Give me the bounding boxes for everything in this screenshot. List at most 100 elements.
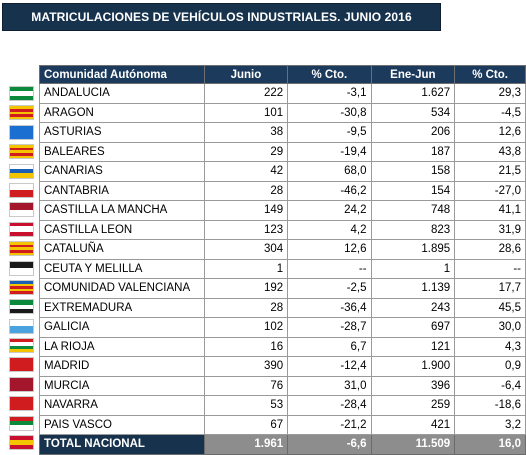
ene-jun-cell: 1.139 xyxy=(370,278,456,299)
ene-jun-cell: 697 xyxy=(370,317,456,338)
canarias-flag-icon xyxy=(9,163,34,179)
junio-cell: 28 xyxy=(203,297,289,318)
pct-ene-jun-cell: 3,2 xyxy=(454,414,526,435)
ene-jun-cell: 206 xyxy=(370,122,456,143)
header-comunidad: Comunidad Autónoma xyxy=(39,65,205,84)
junio-cell: 222 xyxy=(203,83,289,104)
junio-cell: 149 xyxy=(203,200,289,221)
madrid-flag-icon xyxy=(9,357,34,373)
junio-cell: 101 xyxy=(203,102,289,123)
region-name-cell: CASTILLA LEON xyxy=(39,219,205,240)
ene-jun-cell: 421 xyxy=(370,414,456,435)
region-name-cell: TOTAL NACIONAL xyxy=(39,434,205,455)
pct-ene-jun-cell: -18,6 xyxy=(454,395,526,416)
pct-ene-jun-cell: -4,5 xyxy=(454,102,526,123)
pct-ene-jun-cell: 41,1 xyxy=(454,200,526,221)
table-row: EXTREMADURA 28 -36,4 243 45,5 xyxy=(39,297,526,318)
pct-ene-jun-cell: -6,4 xyxy=(454,375,526,396)
pct-junio-cell: -28,7 xyxy=(287,317,372,338)
report-title: MATRICULACIONES DE VEHÍCULOS INDUSTRIALE… xyxy=(2,3,441,31)
region-name-cell: MURCIA xyxy=(39,375,205,396)
pct-junio-cell: 6,7 xyxy=(287,336,372,357)
la-rioja-flag-icon xyxy=(9,338,34,354)
region-name-cell: COMUNIDAD VALENCIANA xyxy=(39,278,205,299)
ceuta-melilla-flag-icon xyxy=(9,260,34,276)
junio-cell: 76 xyxy=(203,375,289,396)
pct-junio-cell: -28,4 xyxy=(287,395,372,416)
ene-jun-cell: 396 xyxy=(370,375,456,396)
table-row: PAIS VASCO 67 -21,2 421 3,2 xyxy=(39,414,526,435)
pct-junio-cell: -- xyxy=(287,258,372,279)
junio-cell: 16 xyxy=(203,336,289,357)
junio-cell: 304 xyxy=(203,239,289,260)
junio-cell: 123 xyxy=(203,219,289,240)
table-row: CASTILLA LEON 123 4,2 823 31,9 xyxy=(39,219,526,240)
ene-jun-cell: 187 xyxy=(370,141,456,162)
castilla-leon-flag-icon xyxy=(9,221,34,237)
junio-cell: 28 xyxy=(203,180,289,201)
ene-jun-cell: 121 xyxy=(370,336,456,357)
table-row: GALICIA 102 -28,7 697 30,0 xyxy=(39,317,526,338)
navarra-flag-icon xyxy=(9,396,34,412)
galicia-flag-icon xyxy=(9,318,34,334)
junio-cell: 1.961 xyxy=(203,434,289,455)
ene-jun-cell: 1.895 xyxy=(370,239,456,260)
pct-ene-jun-cell: 45,5 xyxy=(454,297,526,318)
pct-ene-jun-cell: 31,9 xyxy=(454,219,526,240)
table-row: LA RIOJA 16 6,7 121 4,3 xyxy=(39,336,526,357)
junio-cell: 38 xyxy=(203,122,289,143)
ene-jun-cell: 11.509 xyxy=(370,434,456,455)
pct-ene-jun-cell: 21,5 xyxy=(454,161,526,182)
region-name-cell: CANARIAS xyxy=(39,161,205,182)
castilla-la-mancha-flag-icon xyxy=(9,202,34,218)
ene-jun-cell: 534 xyxy=(370,102,456,123)
table-row: COMUNIDAD VALENCIANA 192 -2,5 1.139 17,7 xyxy=(39,278,526,299)
junio-cell: 102 xyxy=(203,317,289,338)
andalucia-flag-icon xyxy=(9,86,34,101)
junio-cell: 29 xyxy=(203,141,289,162)
extremadura-flag-icon xyxy=(9,299,34,315)
pct-ene-jun-cell: -- xyxy=(454,258,526,279)
junio-cell: 390 xyxy=(203,356,289,377)
pct-junio-cell: -30,8 xyxy=(287,102,372,123)
ene-jun-cell: 1.627 xyxy=(370,83,456,104)
pct-junio-cell: -2,5 xyxy=(287,278,372,299)
pct-ene-jun-cell: 28,6 xyxy=(454,239,526,260)
registrations-table: Comunidad Autónoma Junio % Cto. Ene-Jun … xyxy=(39,65,526,455)
ene-jun-cell: 154 xyxy=(370,180,456,201)
region-name-cell: ASTURIAS xyxy=(39,122,205,143)
table-row: MURCIA 76 31,0 396 -6,4 xyxy=(39,375,526,396)
table-row: MADRID 390 -12,4 1.900 0,9 xyxy=(39,356,526,377)
table-row: CASTILLA LA MANCHA 149 24,2 748 41,1 xyxy=(39,200,526,221)
pct-junio-cell: -21,2 xyxy=(287,414,372,435)
pct-ene-jun-cell: 43,8 xyxy=(454,141,526,162)
pct-junio-cell: -9,5 xyxy=(287,122,372,143)
flag-column xyxy=(9,86,36,454)
ene-jun-cell: 1 xyxy=(370,258,456,279)
table-row: CANARIAS 42 68,0 158 21,5 xyxy=(39,161,526,182)
pct-junio-cell: -46,2 xyxy=(287,180,372,201)
region-name-cell: NAVARRA xyxy=(39,395,205,416)
ene-jun-cell: 1.900 xyxy=(370,356,456,377)
header-pct-ene-jun: % Cto. xyxy=(454,65,526,84)
table-row: CEUTA Y MELILLA 1 -- 1 -- xyxy=(39,258,526,279)
comunidad-valenciana-flag-icon xyxy=(9,279,34,295)
pais-vasco-flag-icon xyxy=(9,415,34,431)
junio-cell: 1 xyxy=(203,258,289,279)
region-name-cell: CATALUÑA xyxy=(39,239,205,260)
pct-ene-jun-cell: 16,0 xyxy=(454,434,526,455)
junio-cell: 67 xyxy=(203,414,289,435)
ene-jun-cell: 158 xyxy=(370,161,456,182)
region-name-cell: CEUTA Y MELILLA xyxy=(39,258,205,279)
pct-ene-jun-cell: 29,3 xyxy=(454,83,526,104)
header-ene-jun: Ene-Jun xyxy=(370,65,456,84)
pct-junio-cell: 12,6 xyxy=(287,239,372,260)
pct-junio-cell: -12,4 xyxy=(287,356,372,377)
pct-ene-jun-cell: 12,6 xyxy=(454,122,526,143)
region-name-cell: BALEARES xyxy=(39,141,205,162)
region-name-cell: EXTREMADURA xyxy=(39,297,205,318)
ene-jun-cell: 823 xyxy=(370,219,456,240)
table-header-row: Comunidad Autónoma Junio % Cto. Ene-Jun … xyxy=(39,65,526,84)
table-row: CANTABRIA 28 -46,2 154 -27,0 xyxy=(39,180,526,201)
pct-junio-cell: 4,2 xyxy=(287,219,372,240)
